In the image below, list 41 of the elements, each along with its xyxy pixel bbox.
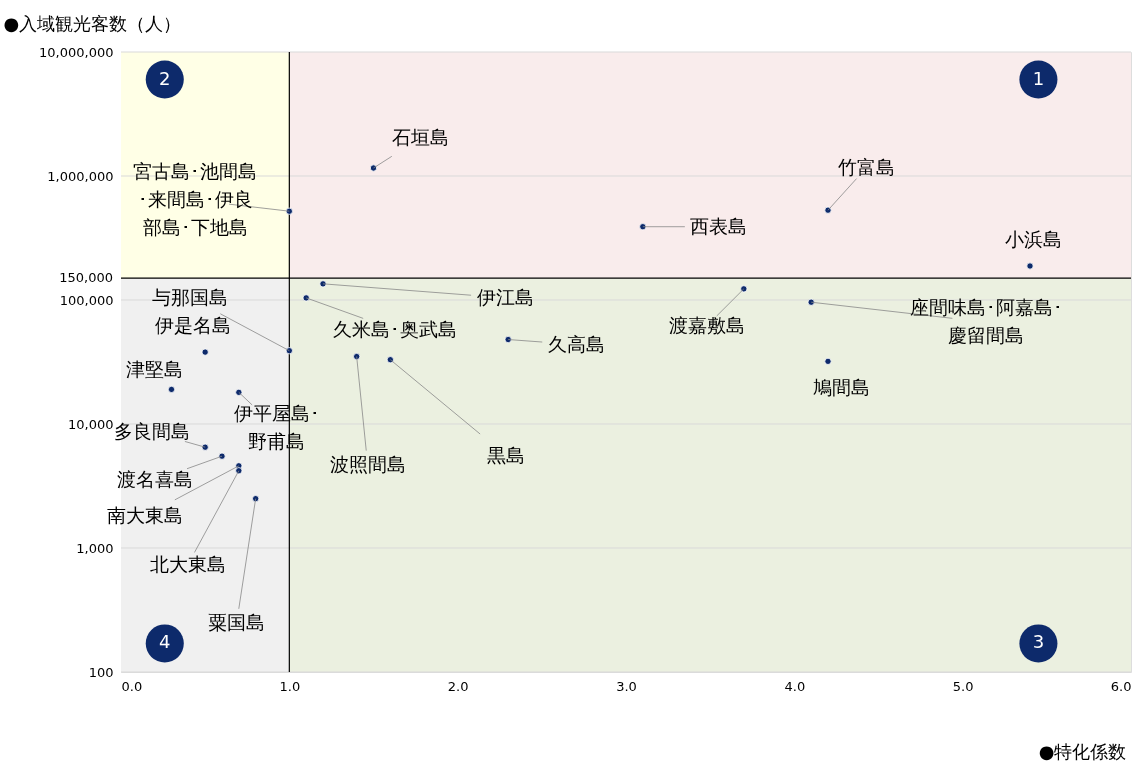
- annotation: 2: [159, 67, 171, 89]
- annotation: 久米島･奥武島: [333, 317, 458, 340]
- y-tick-label: 1,000,000: [47, 168, 114, 184]
- y-tick-label: 10,000,000: [39, 44, 114, 60]
- annotation: 津堅島: [126, 358, 183, 381]
- x-tick-label: 3.0: [616, 678, 637, 694]
- y-axis-title: ●入域観光客数（人）: [3, 12, 182, 34]
- annotation: 1: [1032, 67, 1045, 89]
- annotation: 3: [1032, 631, 1045, 653]
- x-axis-title: ●特化係数: [1038, 740, 1127, 762]
- annotation: 石垣島: [392, 126, 449, 149]
- annotation: 与那国島: [152, 285, 229, 308]
- x-tick-label: 4.0: [784, 678, 806, 694]
- y-tick-label: 1,000: [76, 540, 114, 556]
- annotation: 北大東島: [149, 552, 226, 575]
- y-tick-label: 100,000: [59, 292, 114, 308]
- x-tick-label: 0.0: [121, 678, 143, 694]
- annotation: 波照間島: [329, 452, 406, 475]
- annotation: 黒島: [487, 443, 526, 466]
- annotation: 南大東島: [106, 503, 183, 526]
- annotation: 伊江島: [476, 285, 534, 308]
- x-tick-label: 1.0: [279, 678, 301, 694]
- annotation: 伊是名島: [155, 314, 232, 337]
- annotation: 小浜島: [1004, 228, 1062, 250]
- y-tick-label: 10,000: [68, 416, 114, 432]
- annotation: 座間味島･阿嘉島･慶留間島: [909, 296, 1063, 347]
- annotation: 4: [159, 631, 171, 653]
- annotation: 宮古島･池間島･来間島･伊良部島･下地島: [133, 160, 258, 239]
- x-tick-label: 6.0: [1110, 678, 1132, 694]
- ref-line-label: 150,000: [59, 270, 113, 286]
- annotation: 多良間島: [114, 420, 191, 443]
- annotation: 竹富島: [837, 156, 895, 179]
- x-tick-label: 5.0: [952, 678, 974, 694]
- annotation: 渡嘉敷島: [668, 313, 745, 336]
- annotation: 渡名喜島: [117, 468, 193, 491]
- annotation: 鳩間島: [812, 376, 870, 399]
- annotation: 西表島: [690, 214, 748, 237]
- annotation: 粟国島: [208, 610, 266, 633]
- y-tick-label: 100: [88, 664, 114, 680]
- x-tick-label: 2.0: [447, 678, 469, 694]
- annotation: 久高島: [547, 332, 605, 355]
